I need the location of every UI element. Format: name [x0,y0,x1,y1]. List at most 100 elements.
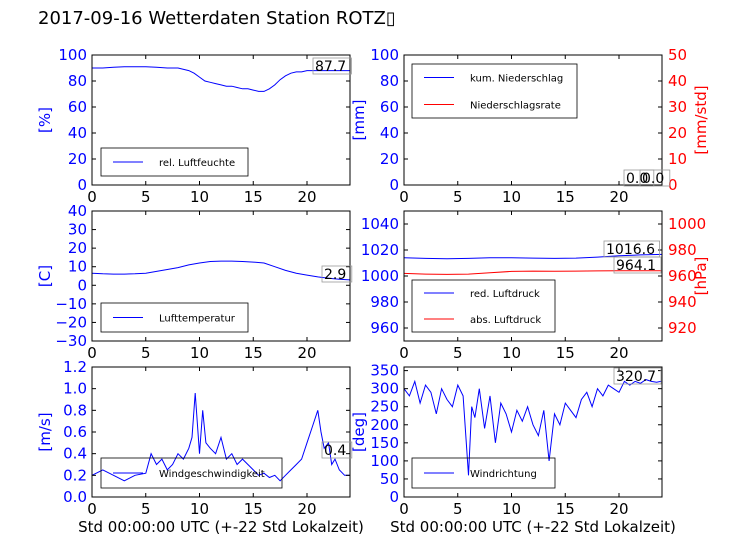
x-tick-label: 15 [556,344,575,362]
y-tick-label-right: 940 [668,293,697,311]
y-tick-label: 1.0 [63,380,87,398]
y-tick-label-right: 980 [668,241,697,259]
value-annotation-box [639,169,671,187]
y-tick-label: 0.6 [63,423,87,441]
x-tick-label: 0 [87,344,97,362]
x-tick-label: 15 [244,188,263,206]
x-tick-label: 0 [399,188,409,206]
y-tick-label: 100 [58,46,87,64]
legend-label: Windrichtung [470,469,537,480]
y-tick-label-right: 20 [668,124,687,142]
y-tick-label-right: 0 [668,176,678,194]
y-tick-label: 100 [370,46,399,64]
series-line-red-luftdruck [404,253,662,260]
y-tick-label: 150 [370,434,399,452]
y-axis-label-right: [hPa] [692,257,710,296]
legend-label: Windgeschwindigkeit [159,469,265,480]
y-tick-label: 300 [370,380,399,398]
y-tick-label: 60 [68,98,87,116]
x-tick-label: 10 [502,188,521,206]
x-tick-label: 15 [244,344,263,362]
x-axis-label: Std 00:00:00 UTC (+-22 Std Lokalzeit) [78,518,364,536]
x-tick-label: 5 [141,344,151,362]
y-tick-label: 50 [380,470,399,488]
value-annotation-box [312,57,352,75]
y-tick-label-right: 920 [668,319,697,337]
legend-box [411,63,578,119]
value-annotation: 87.7 [315,59,346,75]
y-tick-label: 1.2 [63,358,87,376]
plot-frame [91,210,351,342]
x-tick-label: 0 [87,500,97,518]
y-tick-label: −10 [55,295,87,313]
y-tick-label: 0 [77,176,87,194]
y-tick-label: 0 [389,176,399,194]
y-axis-label: [mm] [350,100,368,141]
x-tick-label: 10 [190,500,209,518]
y-axis-label: [deg] [350,412,368,452]
y-tick-label: 80 [68,72,87,90]
y-tick-label: 1020 [361,241,399,259]
legend-label: red. Luftdruck [470,289,540,300]
y-tick-label: 100 [370,452,399,470]
x-tick-label: 20 [609,344,628,362]
y-tick-label: 80 [380,72,399,90]
value-annotation: 964.1 [616,258,656,274]
y-axis-label: [C] [36,265,54,287]
x-tick-label: 0 [399,344,409,362]
x-axis-label: Std 00:00:00 UTC (+-22 Std Lokalzeit) [390,518,676,536]
value-annotation-box [623,169,655,187]
series-line-rel-luftfeuchte [92,66,350,92]
plot-frame [403,366,663,498]
y-tick-label: 980 [370,293,399,311]
y-tick-label-right: 960 [668,267,697,285]
x-tick-label: 15 [244,500,263,518]
y-tick-label: 30 [68,221,87,239]
chart-title: 2017-09-16 Wetterdaten Station ROTZ▯ [38,8,396,29]
y-tick-label: 250 [370,398,399,416]
x-tick-label: 5 [453,188,463,206]
y-tick-label-right: 30 [668,98,687,116]
value-annotation-box [321,441,353,459]
x-tick-label: 0 [399,500,409,518]
legend-label: Lufttemperatur [159,314,236,325]
x-tick-label: 10 [502,344,521,362]
y-tick-label: 0.0 [63,488,87,506]
legend-box [411,457,556,489]
legend-label: abs. Luftdruck [470,315,541,326]
y-tick-label: 0 [389,488,399,506]
y-tick-label-right: 50 [668,46,687,64]
y-axis-label: [m/s] [36,412,54,451]
plot-frame [91,54,351,186]
legend-box [100,457,283,489]
y-tick-label-right: 10 [668,150,687,168]
value-annotation-box [613,256,662,274]
y-tick-label: 20 [380,150,399,168]
y-tick-label: 40 [68,124,87,142]
series-line-lufttemperatur [92,260,350,281]
x-tick-label: 5 [141,500,151,518]
y-tick-label: 0 [77,276,87,294]
y-tick-label: 0.2 [63,466,87,484]
y-tick-label: 0.8 [63,401,87,419]
y-tick-label: 1000 [361,267,399,285]
legend-box [100,302,249,333]
legend-box [411,279,556,333]
y-tick-label-right: 1000 [668,215,706,233]
y-tick-label: 20 [68,150,87,168]
value-annotation: 320.7 [616,369,656,385]
x-tick-label: 20 [297,500,316,518]
y-tick-label: −30 [55,332,87,350]
x-tick-label: 15 [556,500,575,518]
y-tick-label: 40 [68,202,87,220]
x-tick-label: 5 [141,188,151,206]
x-tick-label: 10 [502,500,521,518]
y-tick-label: 20 [68,239,87,257]
x-tick-label: 20 [609,188,628,206]
value-annotation: 2.9 [324,267,346,283]
plot-frame [403,54,663,186]
series-line-windgeschwindigkeit [92,392,350,482]
y-axis-label: [%] [36,107,54,133]
y-tick-label: 1040 [361,215,399,233]
